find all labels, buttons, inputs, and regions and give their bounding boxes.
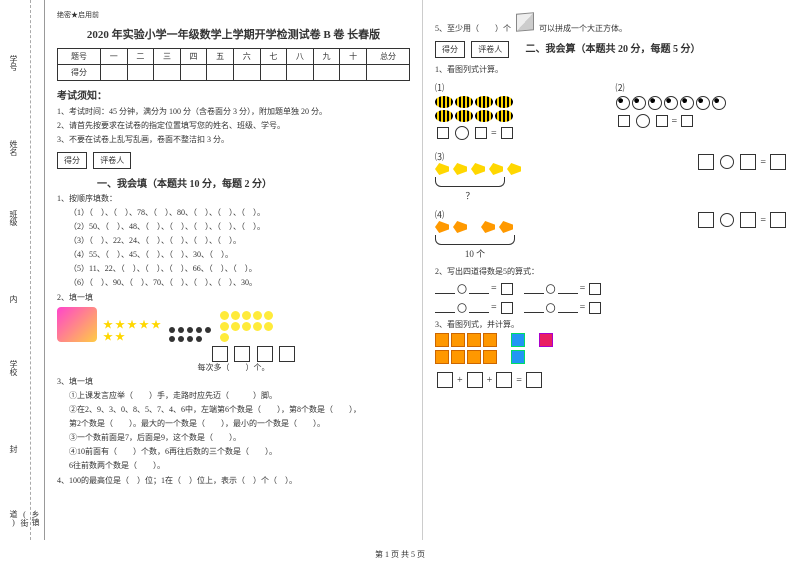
dots-group bbox=[169, 327, 214, 342]
q3-f2: ②在2、9、3、0、8、5、7、4、6中，左端第6个数是（ ），第8个数是（ ）… bbox=[69, 404, 410, 416]
chicks-group bbox=[220, 311, 280, 342]
badge-grader: 评卷人 bbox=[471, 41, 509, 58]
equation-cubes: + + = bbox=[435, 372, 788, 388]
kids-icon bbox=[57, 307, 97, 342]
ten-label: 10 个 bbox=[435, 247, 515, 260]
margin-label-name: 姓名 bbox=[8, 140, 19, 156]
answer-box[interactable] bbox=[257, 346, 273, 362]
equation-2: = bbox=[616, 114, 789, 128]
score-table: 题号 一 二 三 四 五 六 七 八 九 十 总分 得分 bbox=[57, 48, 410, 81]
th-4: 四 bbox=[180, 49, 207, 65]
section1-title: 一、我会填（本题共 10 分，每题 2 分） bbox=[97, 175, 410, 190]
fold-line bbox=[30, 0, 31, 540]
th-8: 八 bbox=[287, 49, 314, 65]
question-mark: ？ bbox=[435, 189, 505, 202]
margin-label-id: 学号 bbox=[8, 55, 19, 71]
th-total: 总分 bbox=[366, 49, 409, 65]
left-column: 绝密★启用前 2020 年实验小学一年级数学上学期开学检测试卷 B 卷 长春版 … bbox=[45, 0, 423, 540]
q2: 2、填一填 bbox=[57, 292, 410, 303]
th-5: 五 bbox=[207, 49, 234, 65]
rule-2: 2、请首先按要求在试卷的指定位置填写您的姓名、班级、学号。 bbox=[57, 120, 410, 131]
r-q3: 3、看图列式，并计算。 bbox=[435, 319, 788, 330]
r-q1: 1、看图列式计算。 bbox=[435, 64, 788, 75]
q5-row: 5、至少用（ ）个 可以拼成一个大正方体。 bbox=[435, 13, 788, 34]
q2-caption: 每次多（ ）个。 bbox=[57, 362, 410, 373]
margin-label-school: 学校 bbox=[8, 360, 19, 376]
q1: 1、按顺序填数： bbox=[57, 193, 410, 204]
rules-title: 考试须知： bbox=[57, 87, 410, 102]
r-q2: 2、写出四道得数是5的算式： bbox=[435, 266, 788, 277]
th-6: 六 bbox=[233, 49, 260, 65]
exam-title: 2020 年实验小学一年级数学上学期开学检测试卷 B 卷 长春版 bbox=[57, 26, 410, 42]
q3-f4: ③一个数前面是7，后面是9，这个数是（ ）。 bbox=[69, 432, 410, 444]
q3-f1: ①上课发言应举（ ）手，走路时应先迈（ ）脚。 bbox=[69, 390, 410, 402]
right-column: 5、至少用（ ）个 可以拼成一个大正方体。 得分 评卷人 二、我会算（本题共 2… bbox=[423, 0, 800, 540]
margin-label-inner: 内 bbox=[8, 295, 19, 303]
pandas-group bbox=[616, 96, 789, 110]
brace-icon bbox=[435, 177, 505, 187]
rule-3: 3、不要在试卷上乱写乱画，卷面不整洁扣 3 分。 bbox=[57, 134, 410, 145]
th-9: 九 bbox=[313, 49, 340, 65]
eq5-row: 〇= 〇= bbox=[435, 281, 788, 296]
th-1: 一 bbox=[100, 49, 127, 65]
margin-label-seal: 封 bbox=[8, 445, 19, 453]
q1-l2: （2）50、（ ）、48、（ ）、（ ）、（ ）、（ ）、（ ）。 bbox=[69, 221, 410, 233]
q2-illustration bbox=[57, 307, 410, 342]
th-2: 二 bbox=[127, 49, 154, 65]
bees-group bbox=[435, 96, 608, 108]
q1-l1: （1）（ ）、（ ）、78、（ ）、80、（ ）、（ ）、（ ）。 bbox=[69, 207, 410, 219]
cube-icon bbox=[516, 12, 534, 32]
badge-grader: 评卷人 bbox=[93, 152, 131, 169]
bees-group bbox=[435, 110, 608, 122]
tr-score: 得分 bbox=[58, 65, 101, 81]
q1-l6: （6）（ ）、90、（ ）、70、（ ）、（ ）、（ ）、30。 bbox=[69, 277, 410, 289]
q3: 3、填一填 bbox=[57, 376, 410, 387]
q1-l3: （3）（ ）、22、24、（ ）、（ ）、（ ）、（ ）。 bbox=[69, 235, 410, 247]
prob-1: ⑴ bbox=[435, 83, 444, 93]
eq5-row: 〇= 〇= bbox=[435, 300, 788, 315]
answer-box[interactable] bbox=[279, 346, 295, 362]
th-num: 题号 bbox=[58, 49, 101, 65]
binding-margin: 学号 姓名 班级 内 学校 封 乡镇(街道) bbox=[0, 0, 45, 540]
th-10: 十 bbox=[340, 49, 367, 65]
badge-score: 得分 bbox=[435, 41, 465, 58]
q1-l4: （4）55、（ ）、45、（ ）、（ ）、30、（ ）。 bbox=[69, 249, 410, 261]
q5-text: 5、至少用（ ）个 bbox=[435, 24, 511, 33]
prob-2: ⑵ bbox=[616, 83, 625, 93]
equation-1: = bbox=[435, 126, 608, 140]
secret-label: 绝密★启用前 bbox=[57, 10, 410, 20]
equation-3: = bbox=[696, 154, 788, 170]
section2-title: 二、我会算（本题共 20 分，每题 5 分） bbox=[526, 44, 701, 55]
equation-4: = bbox=[696, 212, 788, 228]
th-7: 七 bbox=[260, 49, 287, 65]
rule-1: 1、考试时间：45 分钟，满分为 100 分（含卷面分 3 分），附加题单独 2… bbox=[57, 106, 410, 117]
horns-group bbox=[435, 221, 688, 233]
q3-f5: ④10前面有（ ）个数，6再往后数的三个数是（ ）。 bbox=[69, 446, 410, 458]
ducks-group bbox=[435, 163, 688, 175]
q1-l5: （5）11、22、（ ）、（ ）、（ ）、66、（ ）、（ ）。 bbox=[69, 263, 410, 275]
brace-icon bbox=[435, 235, 515, 245]
stars-group bbox=[103, 320, 163, 342]
margin-label-town: 乡镇(街道) bbox=[8, 510, 41, 540]
prob-4: ⑷ bbox=[435, 210, 444, 220]
answer-box[interactable] bbox=[212, 346, 228, 362]
score-badge-row-2: 得分 评卷人 二、我会算（本题共 20 分，每题 5 分） bbox=[435, 40, 788, 58]
q3-f3: 第2个数是（ ）。最大的一个数是（ ），最小的一个数是（ ）。 bbox=[69, 418, 410, 430]
cubes-illustration bbox=[435, 350, 788, 364]
q5-text-b: 可以拼成一个大正方体。 bbox=[539, 24, 627, 33]
cubes-illustration bbox=[435, 333, 788, 347]
page-footer: 第 1 页 共 5 页 bbox=[0, 549, 800, 560]
q4: 4、100的最高位是（ ）位；1在（ ）位上，表示（ ）个（ ）。 bbox=[57, 475, 410, 486]
q3-f6: 6往前数两个数是（ ）。 bbox=[69, 460, 410, 472]
prob-3: ⑶ bbox=[435, 152, 444, 162]
margin-label-class: 班级 bbox=[8, 210, 19, 226]
badge-score: 得分 bbox=[57, 152, 87, 169]
th-3: 三 bbox=[154, 49, 181, 65]
score-badge-row: 得分 评卷人 bbox=[57, 152, 410, 169]
answer-box[interactable] bbox=[234, 346, 250, 362]
